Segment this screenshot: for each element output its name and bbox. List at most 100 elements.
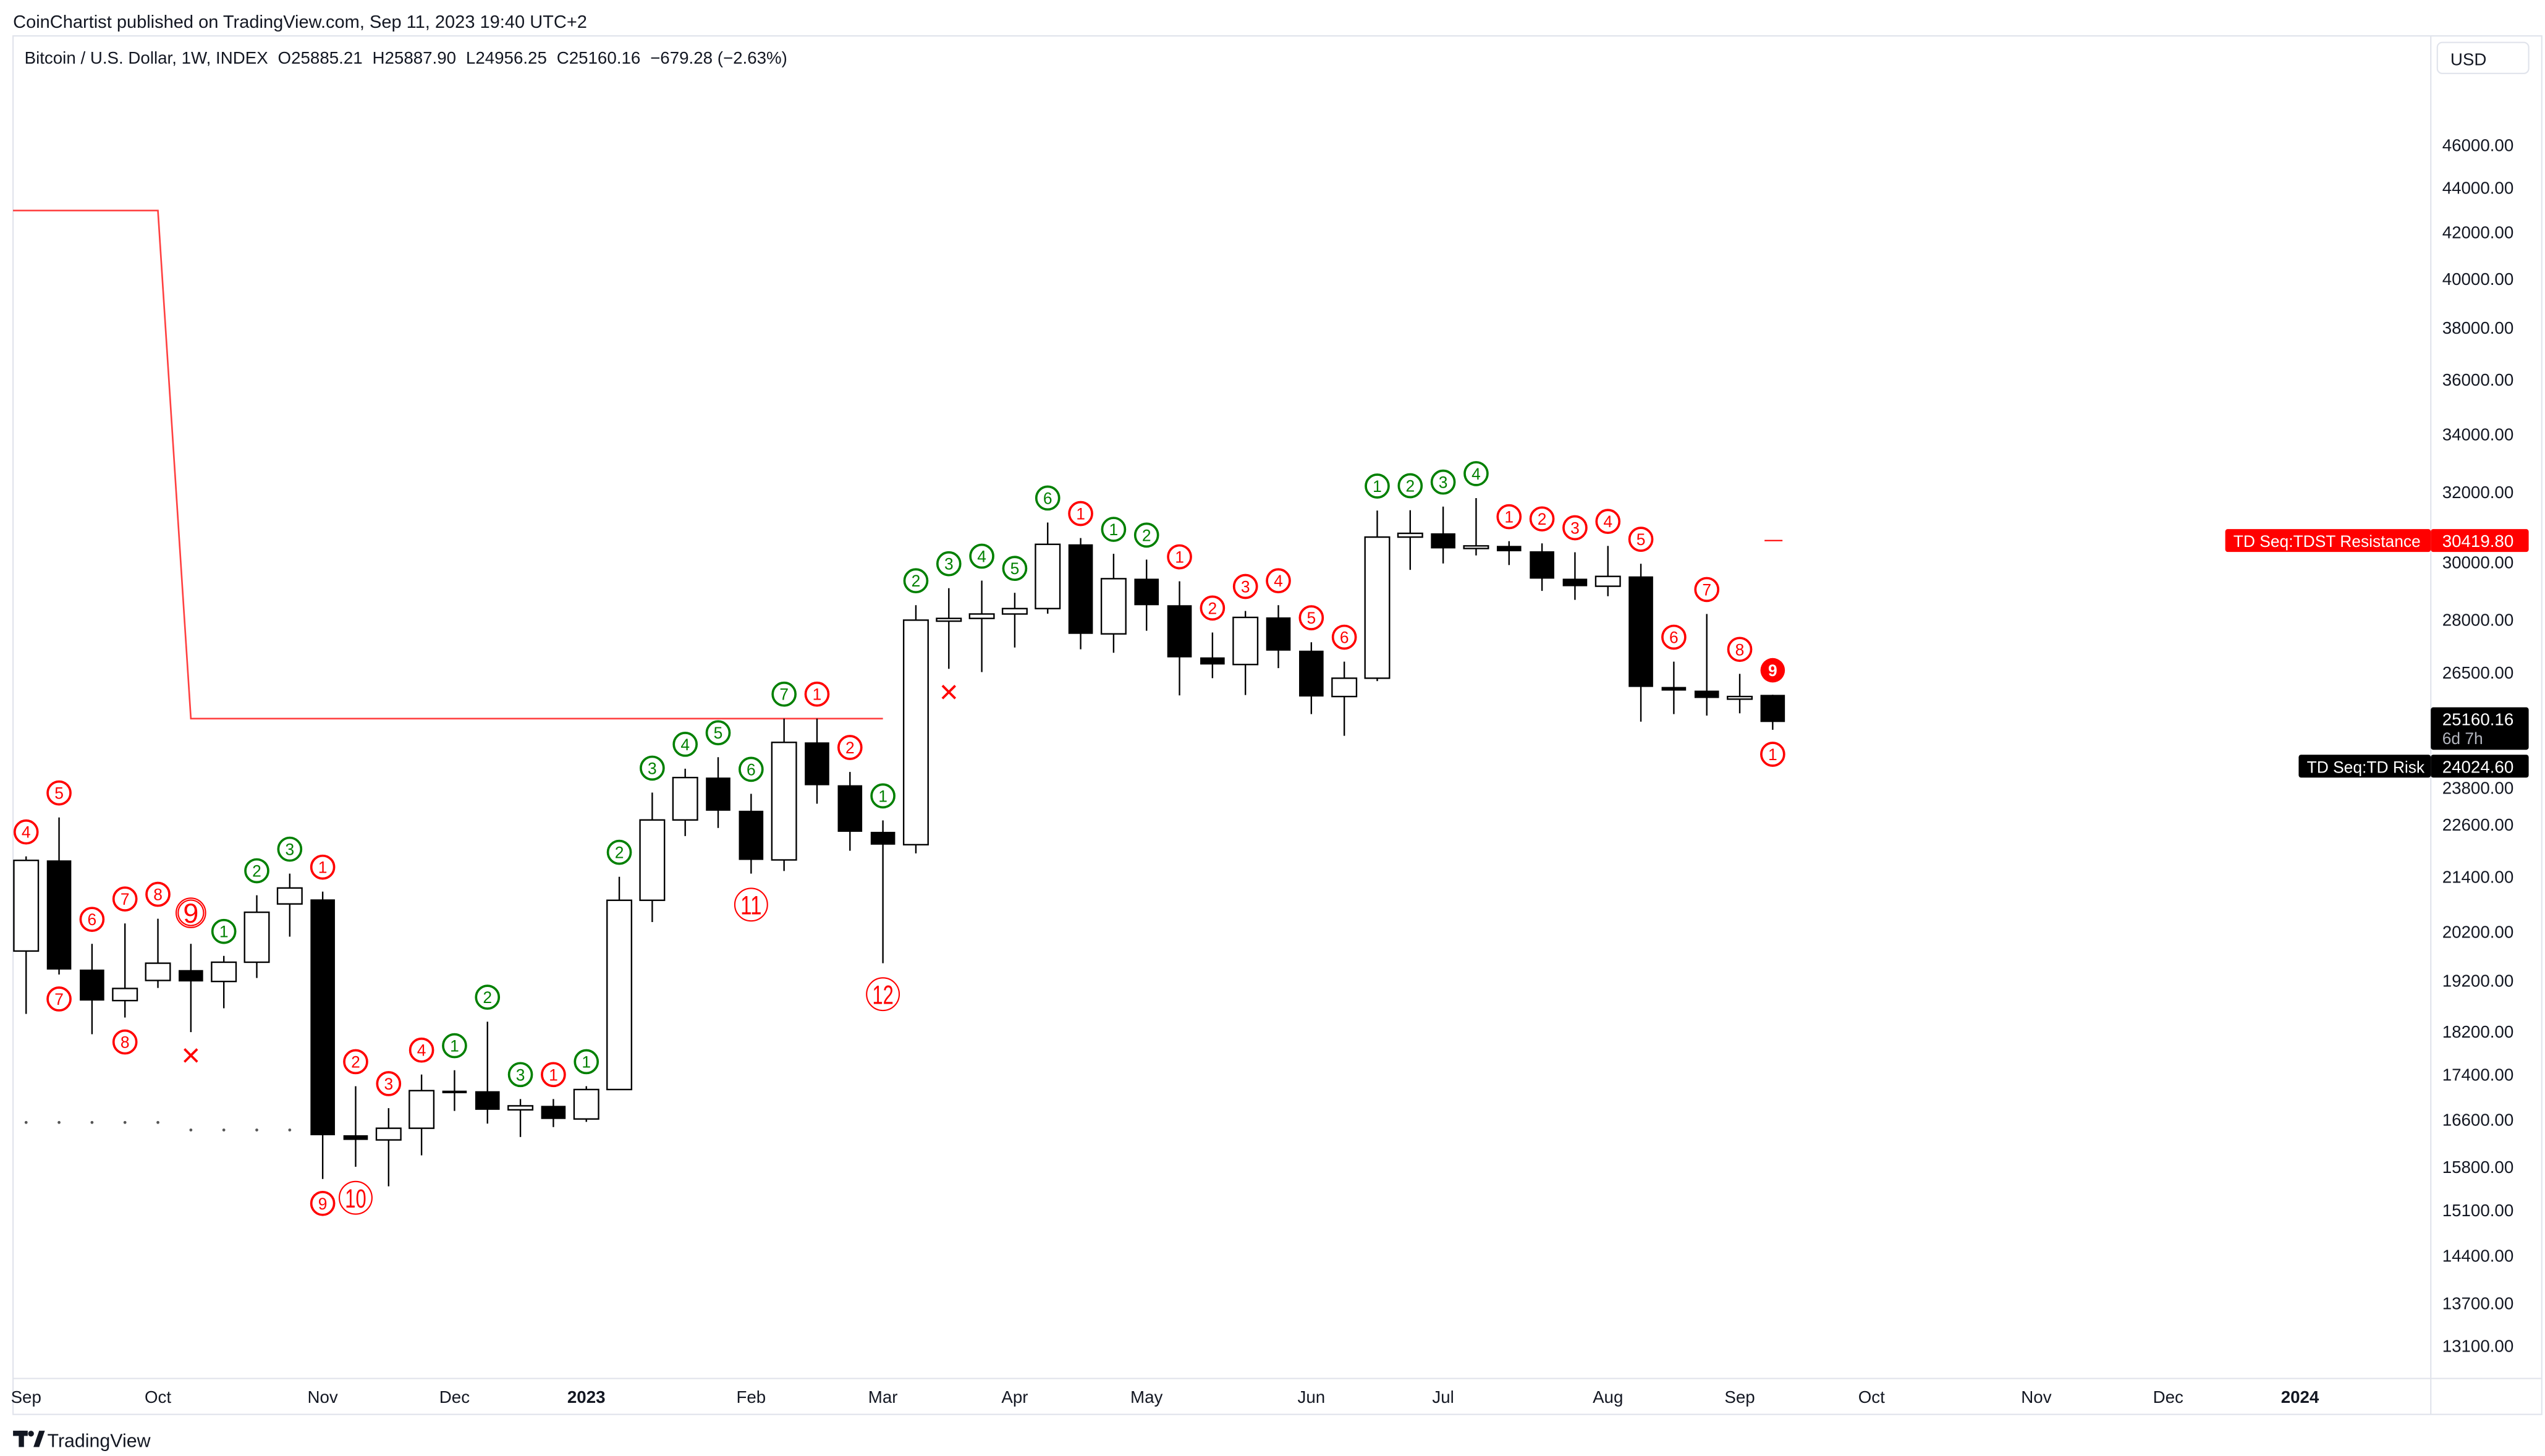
candle-body-down [1167, 605, 1192, 658]
tradingview-logo[interactable]: TradingView [13, 1431, 151, 1451]
time-tick-label: Oct [145, 1387, 171, 1407]
time-axis[interactable]: Sep Oct Nov Dec 2023 Feb Mar Apr May Jun Jul Aug Sep… [11, 1387, 2319, 1407]
candle-body-down [739, 810, 764, 860]
td-marker-red: 4 [13, 819, 39, 845]
td-marker-red: 2 [1529, 506, 1555, 531]
td-marker-red: 2 [343, 1049, 368, 1075]
td-marker-red: 1 [1167, 544, 1192, 570]
marker-circle [244, 858, 269, 884]
td-marker-green: 3 [936, 551, 962, 577]
time-tick-label: Nov [2021, 1387, 2051, 1407]
td-risk-name: TD Seq:TD Risk [2307, 758, 2425, 776]
td-marker-green: 2 [1133, 522, 1159, 548]
td-marker-green: 2 [903, 568, 929, 594]
marker-circle [541, 1062, 566, 1088]
ohlc-close: C25160.16 [557, 48, 641, 67]
symbol-title: Bitcoin / U.S. Dollar, 1W, INDEX [25, 48, 268, 67]
marker-circle [1397, 473, 1423, 499]
candle-body-up [968, 613, 995, 619]
marker-circle [310, 854, 336, 880]
marker-circle [969, 543, 994, 569]
candle [13, 856, 40, 1014]
td-marker-red: 8 [112, 1029, 138, 1055]
candles [13, 498, 1785, 1187]
candle [46, 817, 72, 975]
marker-circle [1529, 506, 1555, 531]
td-marker-green: 4 [969, 543, 994, 569]
td-marker-red: 1 [804, 681, 830, 707]
candle [1364, 510, 1391, 682]
marker-number: 3 [648, 759, 657, 777]
support-dot [90, 1120, 94, 1124]
candle [1331, 661, 1358, 736]
candle-body-up [112, 988, 138, 1002]
ohlc-low: L24956.25 [466, 48, 547, 67]
candle [837, 772, 863, 851]
candle-body-up [606, 899, 633, 1091]
marker-circle [734, 887, 768, 922]
candle [1628, 564, 1653, 722]
marker-circle [705, 720, 731, 746]
ohlc-change: −679.28 (−2.63%) [650, 48, 787, 67]
td-marker-green: 2 [244, 858, 269, 884]
marker-number: 6 [1340, 629, 1349, 647]
candle-body-up [1727, 695, 1753, 700]
candle [1594, 546, 1621, 596]
candle-body-down [80, 969, 104, 1001]
td-marker-red: 2 [837, 735, 863, 760]
marker-circle-outer [176, 897, 206, 928]
marker-number: 3 [944, 555, 954, 574]
candle-body-down [1694, 690, 1719, 698]
td-marker-red: 4 [1266, 568, 1291, 594]
marker-circle [442, 1033, 467, 1059]
marker-number: 5 [714, 724, 723, 742]
candle [1694, 614, 1719, 716]
currency-button[interactable]: USD [2436, 41, 2530, 74]
support-dot [189, 1128, 193, 1132]
support-dot [24, 1120, 28, 1124]
marker-number: 1 [813, 685, 822, 704]
time-tick-label: Sep [1724, 1387, 1755, 1407]
td-marker-green: 3 [1430, 469, 1456, 495]
td-marker-red: 7 [112, 886, 138, 912]
marker-number: 9 [183, 897, 198, 929]
td-marker-green: 6 [1035, 485, 1061, 511]
candle [1299, 642, 1324, 714]
tdst-label-name: TD Seq:TDST Resistance [2234, 532, 2421, 551]
marker-circle [1200, 595, 1226, 621]
cross-icon: × [939, 674, 959, 711]
candle [1200, 632, 1225, 679]
td-marker-green: 4 [1463, 461, 1489, 486]
candle [639, 792, 666, 922]
candle-body-down [310, 899, 335, 1135]
candle [1266, 605, 1291, 669]
candle-body-down [46, 860, 72, 970]
tradingview-logo-text: TradingView [48, 1431, 151, 1451]
td-marker-green: 3 [277, 836, 303, 862]
legend: Bitcoin / U.S. Dollar, 1W, INDEX O25885.2… [25, 48, 787, 67]
marker-circle [13, 819, 39, 845]
marker-number: 5 [1010, 559, 1020, 578]
marker-number: 1 [878, 787, 887, 805]
price-tick-label: 26500.00 [2442, 663, 2514, 682]
td-marker-red: 7 [1694, 577, 1720, 603]
td-marker-red: 1 [310, 854, 336, 880]
bar-countdown: 6d 7h [2442, 729, 2483, 748]
price-tick-label: 13700.00 [2442, 1293, 2514, 1313]
marker-number: 2 [845, 739, 855, 757]
price-axis[interactable]: 46000.00 44000.00 42000.00 40000.00 38000.00… [2442, 136, 2514, 1356]
marker-number: 12 [872, 981, 893, 1010]
price-tick-label: 28000.00 [2442, 611, 2514, 630]
candle [870, 820, 896, 963]
td-marker-red: 9 [176, 897, 206, 929]
marker-number: 8 [1735, 640, 1745, 659]
marker-number: 1 [318, 858, 328, 877]
candle [672, 768, 698, 836]
marker-circle [1463, 461, 1489, 486]
candle [936, 588, 962, 669]
price-tick-label: 22600.00 [2442, 815, 2514, 834]
time-tick-label: Apr [1001, 1387, 1028, 1407]
candle-body-down [1496, 546, 1522, 552]
support-dot [255, 1128, 258, 1132]
